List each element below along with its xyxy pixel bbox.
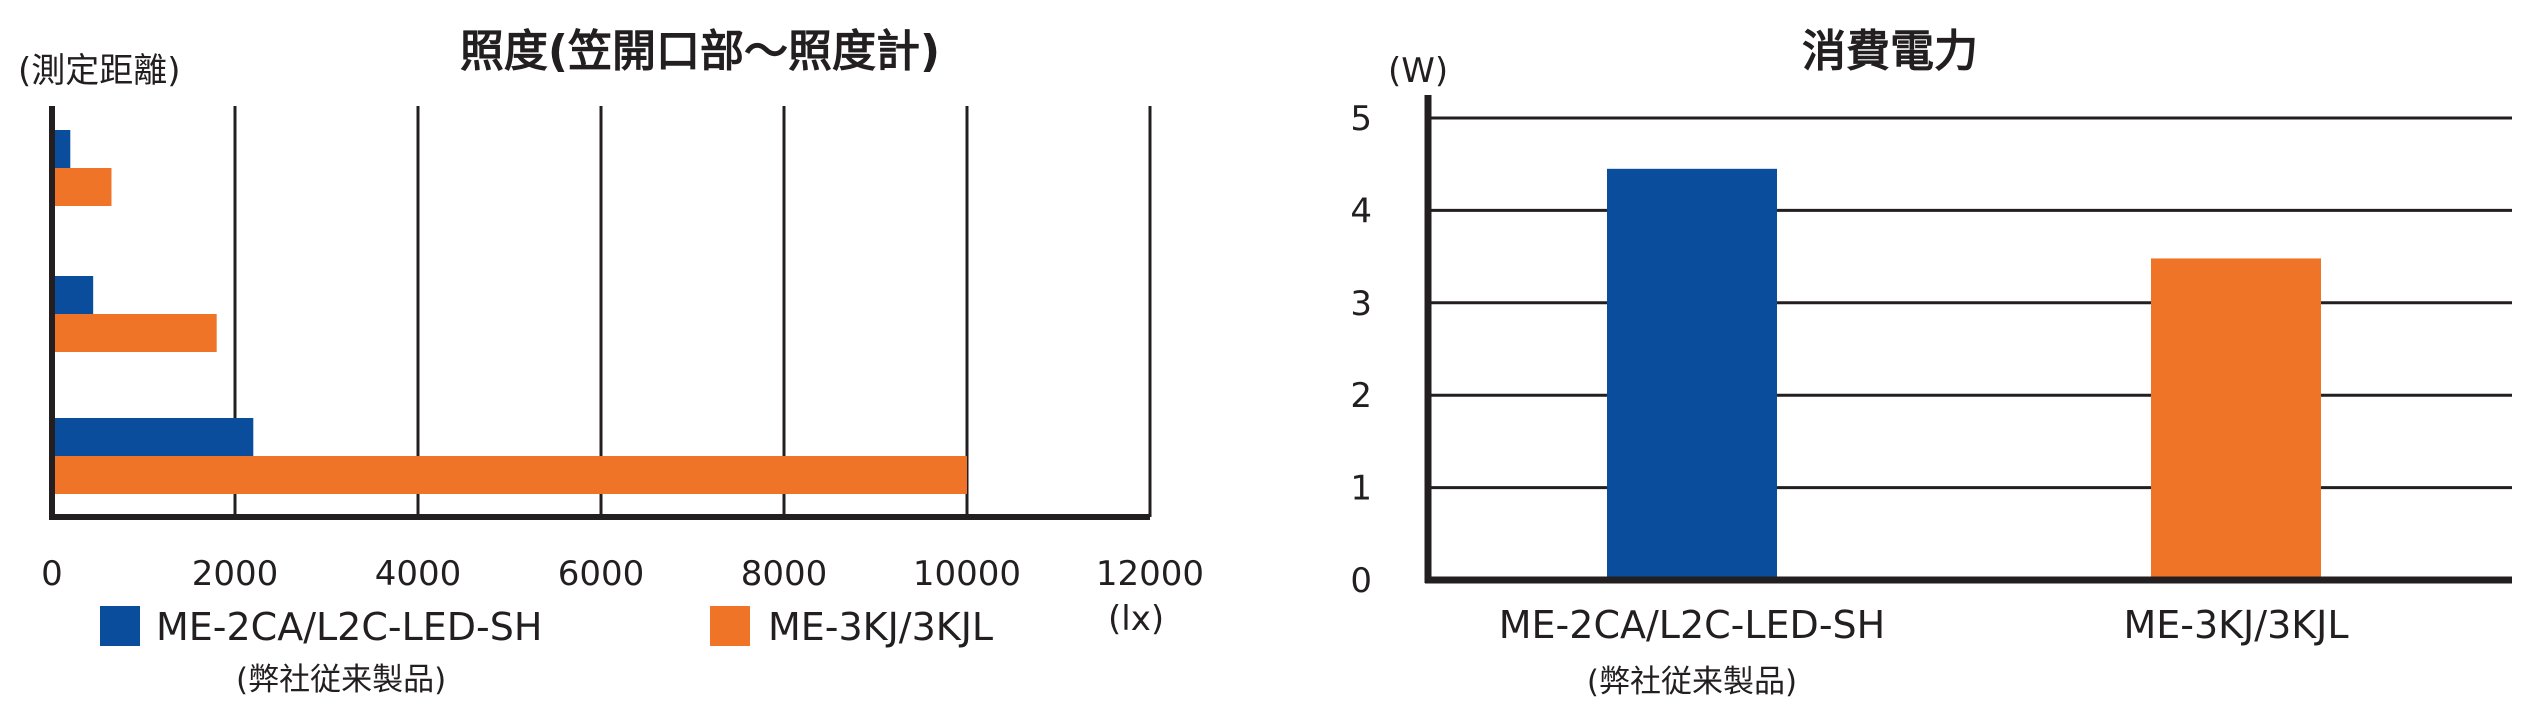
power-y-tick-labels: 0 1 2 3 4 5 [1350, 99, 1372, 601]
power-category-labels: ME-2CA/L2C-LED-SH (弊社従来製品) ME-3KJ/3KJL [1499, 603, 2349, 700]
power-y-tick-label: 5 [1350, 99, 1372, 139]
illuminance-chart: 照度(笠開口部～照度計) (測定距離) 0 2000 4000 6000 8000 100… [18, 26, 1204, 698]
illuminance-x-tick-label: 6000 [558, 554, 645, 594]
illuminance-x-tick-label: 10000 [913, 554, 1021, 594]
legend-swatch-series-2 [710, 606, 750, 646]
illuminance-x-tick-label: 8000 [741, 554, 828, 594]
power-bars [1607, 168, 2321, 580]
power-y-tick-label: 2 [1350, 376, 1372, 416]
illuminance-bar-series-1-row-2 [52, 276, 94, 314]
illuminance-y-axis-label: (測定距離) [18, 51, 181, 91]
illuminance-x-tick-label: 4000 [375, 554, 462, 594]
illuminance-x-tick-label: 2000 [192, 554, 279, 594]
power-chart: 消費電力 (W) 0 1 2 3 4 5 ME-2CA/L2C-LED-SH (弊社従来製品… [1350, 26, 2512, 700]
illuminance-bars [52, 130, 967, 494]
power-gridlines [1428, 116, 2512, 490]
illuminance-x-tick-label: 12000 [1096, 554, 1204, 594]
power-chart-title: 消費電力 [1802, 26, 1978, 77]
legend-swatch-series-1 [100, 606, 140, 646]
legend-note-series-1: (弊社従来製品) [236, 662, 446, 698]
power-y-tick-label: 1 [1350, 469, 1372, 509]
power-category-label: ME-3KJ/3KJL [2123, 603, 2348, 647]
power-y-tick-label: 4 [1350, 191, 1372, 231]
legend-label-series-2: ME-3KJ/3KJL [768, 605, 993, 649]
illuminance-bar-series-1-row-3 [52, 418, 254, 456]
illuminance-bar-series-1-row-1 [52, 130, 71, 168]
illuminance-x-tick-labels: 0 2000 4000 6000 8000 10000 12000 [41, 554, 1204, 594]
power-y-tick-label: 0 [1350, 561, 1372, 601]
illuminance-bar-series-2-row-2 [52, 314, 217, 352]
legend-label-series-1: ME-2CA/L2C-LED-SH [156, 605, 542, 649]
power-category-label: ME-2CA/L2C-LED-SH [1499, 603, 1885, 647]
power-bar-1 [1607, 168, 1777, 580]
illuminance-bar-series-2-row-1 [52, 168, 112, 206]
power-bar-2 [2151, 258, 2321, 580]
illuminance-unit-label: (lx) [1108, 599, 1164, 639]
illuminance-bar-series-2-row-3 [52, 456, 967, 494]
power-y-tick-label: 3 [1350, 284, 1372, 324]
illuminance-chart-title: 照度(笠開口部～照度計) [460, 26, 940, 77]
illuminance-legend: ME-2CA/L2C-LED-SH (弊社従来製品) ME-3KJ/3KJL [100, 605, 993, 698]
illuminance-x-tick-label: 0 [41, 554, 63, 594]
power-category-note: (弊社従来製品) [1587, 664, 1797, 700]
illuminance-gridlines [233, 106, 1152, 517]
power-y-axis-label: (W) [1388, 51, 1448, 91]
